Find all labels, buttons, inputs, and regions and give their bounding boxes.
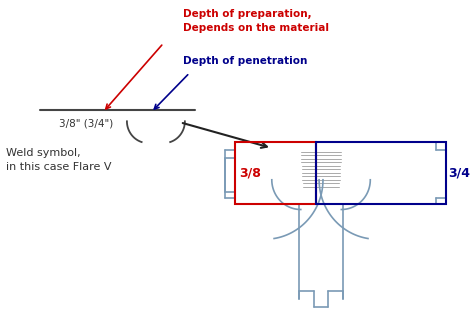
Bar bbox=[316, 142, 446, 204]
Text: Weld symbol,
in this case Flare V: Weld symbol, in this case Flare V bbox=[6, 148, 112, 172]
Text: 3/8: 3/8 bbox=[239, 166, 261, 179]
Text: 3/8" (3/4"): 3/8" (3/4") bbox=[59, 118, 114, 128]
Text: Depth of preparation,
Depends on the material: Depth of preparation, Depends on the mat… bbox=[183, 9, 329, 33]
Text: 3/4: 3/4 bbox=[448, 166, 471, 179]
Text: Depth of penetration: Depth of penetration bbox=[183, 56, 307, 66]
Bar bbox=[235, 142, 316, 204]
